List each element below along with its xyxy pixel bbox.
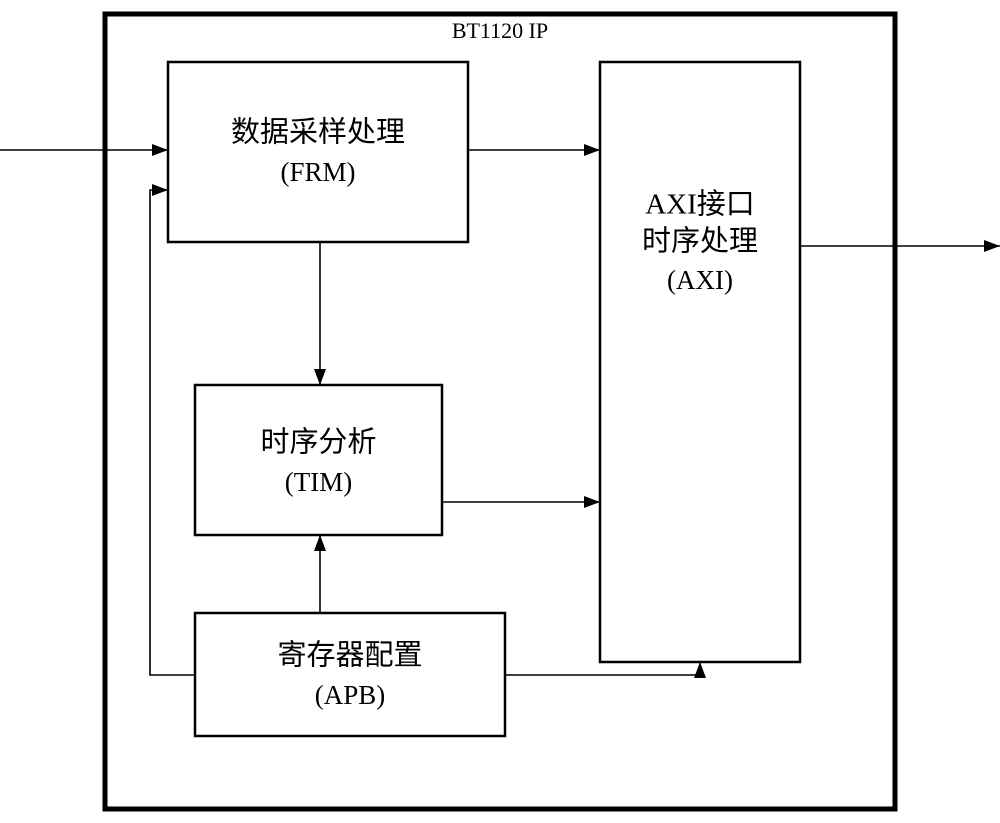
node-frm-label-0: 数据采样处理 <box>231 116 405 149</box>
node-frm-label-1: (FRM) <box>280 157 355 187</box>
node-apb-label-0: 寄存器配置 <box>277 639 422 672</box>
edge-axi-out-arrow <box>984 240 1000 252</box>
node-tim-label-0: 时序分析 <box>260 426 376 459</box>
node-tim-label-1: (TIM) <box>285 467 352 497</box>
node-axi <box>600 62 800 662</box>
node-apb <box>195 613 505 736</box>
node-axi-label-2: (AXI) <box>667 265 733 295</box>
diagram-title: BT1120 IP <box>452 18 548 43</box>
node-frm <box>168 62 468 242</box>
node-axi-label-1: 时序处理 <box>642 225 758 258</box>
node-apb-label-1: (APB) <box>315 680 386 710</box>
node-tim <box>195 385 442 535</box>
node-axi-label-0: AXI接口 <box>645 188 755 221</box>
diagram-canvas: BT1120 IP 数据采样处理 (FRM) 时序分析 (TIM) 寄存器配置 (APB) A… <box>0 0 1000 823</box>
